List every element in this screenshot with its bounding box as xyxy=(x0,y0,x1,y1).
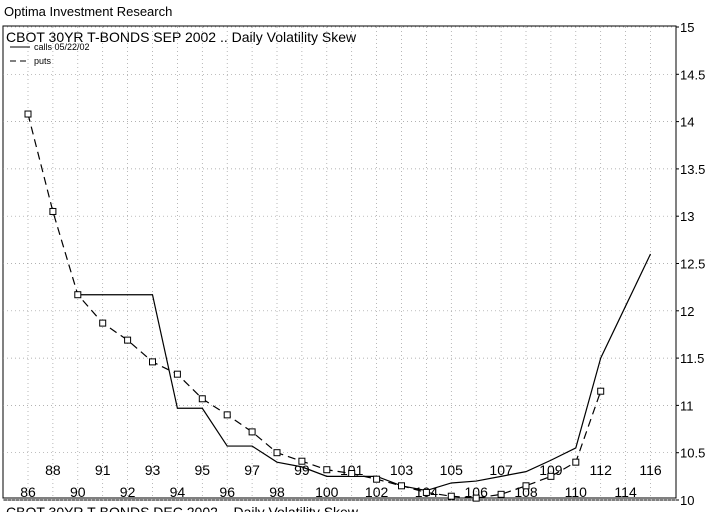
point-marker xyxy=(497,490,505,498)
point-marker xyxy=(547,472,555,480)
x-tick-label: 100 xyxy=(315,484,339,500)
x-tick-label: 112 xyxy=(590,462,613,478)
x-tick-label: 110 xyxy=(565,484,588,500)
point-marker xyxy=(273,449,281,457)
x-tick-label: 95 xyxy=(195,462,211,478)
legend-label: puts xyxy=(34,56,52,66)
y-tick-label: 10.5 xyxy=(680,446,705,461)
point-marker xyxy=(597,387,605,395)
x-tick-label: 101 xyxy=(340,462,364,478)
y-tick-label: 15 xyxy=(680,20,694,35)
x-tick-label: 102 xyxy=(365,484,389,500)
y-tick-label: 10 xyxy=(680,493,694,508)
header: Optima Investment Research xyxy=(4,4,172,19)
point-marker xyxy=(99,319,107,327)
y-tick-label: 12 xyxy=(680,304,694,319)
point-marker xyxy=(447,492,455,500)
x-tick-label: 103 xyxy=(390,462,414,478)
point-marker xyxy=(248,428,256,436)
point-marker xyxy=(373,475,381,483)
x-tick-label: 92 xyxy=(120,484,136,500)
x-tick-label: 105 xyxy=(440,462,464,478)
point-marker xyxy=(149,358,156,366)
x-tick-label: 116 xyxy=(639,462,662,478)
x-tick-label: 91 xyxy=(95,462,111,478)
legend-label: calls 05/22/02 xyxy=(34,42,90,52)
point-marker xyxy=(223,411,231,419)
y-tick-label: 12.5 xyxy=(680,257,705,272)
x-tick-label: 96 xyxy=(219,484,235,500)
x-tick-label: 94 xyxy=(170,484,186,500)
x-tick-label: 93 xyxy=(145,462,161,478)
point-marker xyxy=(472,494,480,502)
series-line xyxy=(77,253,652,492)
point-marker xyxy=(572,458,580,466)
x-tick-label: 90 xyxy=(70,484,86,500)
y-tick-label: 14 xyxy=(680,115,694,130)
x-tick-label: 107 xyxy=(489,462,513,478)
x-tick-label: 86 xyxy=(20,484,36,500)
plot-frame xyxy=(2,25,677,499)
point-marker xyxy=(298,457,306,465)
point-marker xyxy=(522,482,530,490)
y-tick-label: 13.5 xyxy=(680,162,705,177)
point-marker xyxy=(198,395,206,403)
y-tick-label: 14.5 xyxy=(680,67,705,82)
point-marker xyxy=(323,466,331,474)
y-tick-label: 11.5 xyxy=(680,351,704,366)
x-tick-label: 109 xyxy=(539,462,563,478)
point-marker xyxy=(398,482,405,490)
y-tick-label: 13 xyxy=(680,209,694,224)
x-tick-label: 98 xyxy=(269,484,285,500)
footer-title: CBOT 30YR T-BONDS DEC 2002 .. Daily Vola… xyxy=(6,504,359,512)
point-marker xyxy=(422,488,430,496)
point-marker xyxy=(24,110,32,118)
x-tick-label: 88 xyxy=(45,462,61,478)
x-tick-label: 114 xyxy=(614,484,637,500)
point-marker xyxy=(348,470,356,478)
chart-title: CBOT 30YR T-BONDS SEP 2002 .. Daily Vola… xyxy=(6,29,357,45)
x-tick-label: 97 xyxy=(244,462,260,478)
point-marker xyxy=(74,291,82,299)
series-line xyxy=(27,113,602,499)
x-tick-label: 106 xyxy=(465,484,489,500)
y-tick-label: 11 xyxy=(680,398,694,413)
point-marker xyxy=(49,207,57,215)
point-marker xyxy=(173,370,181,378)
point-marker xyxy=(124,336,132,344)
